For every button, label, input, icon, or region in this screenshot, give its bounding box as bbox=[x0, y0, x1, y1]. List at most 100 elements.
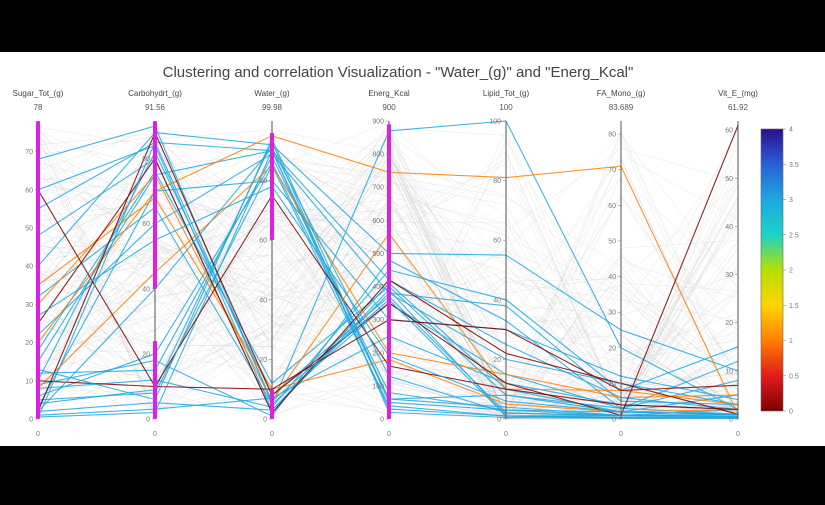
axis-label: Water_(g) bbox=[254, 89, 290, 98]
tick-label: 0 bbox=[29, 417, 33, 424]
tick-label: 80 bbox=[493, 178, 501, 185]
axis-min-label: 0 bbox=[736, 431, 740, 438]
plot-background bbox=[0, 52, 825, 446]
axis-label: Energ_Kcal bbox=[368, 89, 410, 98]
tick-label: 60 bbox=[493, 238, 501, 245]
tick-label: 40 bbox=[608, 274, 616, 281]
tick-label: 0 bbox=[612, 417, 616, 424]
axis-brush[interactable] bbox=[36, 121, 40, 419]
axis-max-label: 91.56 bbox=[145, 103, 166, 112]
tick-label: 70 bbox=[608, 167, 616, 174]
colorbar-tick-label: 0 bbox=[789, 409, 793, 416]
tick-label: 10 bbox=[608, 381, 616, 388]
axes: Sugar_Tot_(g)780010203040506070Carbohydr… bbox=[13, 89, 759, 438]
tick-label: 70 bbox=[25, 149, 33, 156]
colorbar-gradient bbox=[760, 128, 784, 412]
tick-label: 20 bbox=[608, 345, 616, 352]
axis-min-label: 0 bbox=[504, 431, 508, 438]
tick-label: 50 bbox=[25, 225, 33, 232]
tick-label: 80 bbox=[259, 178, 267, 185]
axis-sugar-tot-g: Sugar_Tot_(g) 78 00 10 20 30 40 50 60 70 bbox=[13, 89, 64, 438]
tick-label: 30 bbox=[608, 310, 616, 317]
colorbar-tick-label: 3 bbox=[789, 197, 793, 204]
axis-max-label: 61.92 bbox=[728, 103, 749, 112]
tick-label: 0 bbox=[497, 417, 501, 424]
tick-label: 10 bbox=[25, 378, 33, 385]
colorbar: 0 0.5 1 1.5 2 2.5 3 3.5 4 bbox=[760, 127, 799, 416]
tick-label: 200 bbox=[372, 350, 384, 357]
axis-min-label: 0 bbox=[36, 431, 40, 438]
axis-min-label: 0 bbox=[153, 431, 157, 438]
colorbar-tick-label: 4 bbox=[789, 127, 793, 134]
colorbar-tick-label: 0.5 bbox=[789, 373, 799, 380]
tick-label: 40 bbox=[142, 286, 150, 293]
tick-label: 10 bbox=[725, 368, 733, 375]
tick-label: 60 bbox=[608, 203, 616, 210]
axis-energ-kcal: Energ_Kcal 900 00 100 200 300 400 500 600 700 800 9… bbox=[368, 89, 410, 438]
axis-label: Sugar_Tot_(g) bbox=[13, 89, 64, 98]
axis-min-label: 0 bbox=[619, 431, 623, 438]
axis-min-label: 0 bbox=[387, 431, 391, 438]
tick-label: 40 bbox=[493, 297, 501, 304]
tick-label: 100 bbox=[489, 119, 501, 126]
tick-label: 700 bbox=[372, 185, 384, 192]
axis-max-label: 900 bbox=[382, 103, 396, 112]
axis-max-label: 78 bbox=[34, 103, 43, 112]
tick-label: 0 bbox=[729, 417, 733, 424]
tick-label: 40 bbox=[725, 224, 733, 231]
axis-label: FA_Mono_(g) bbox=[597, 89, 646, 98]
colorbar-tick-label: 1 bbox=[789, 338, 793, 345]
axis-lipid-tot-g: Lipid_Tot_(g) 100 00 20 40 60 80 100 bbox=[483, 89, 530, 438]
axis-max-label: 83.689 bbox=[609, 103, 634, 112]
tick-label: 50 bbox=[725, 176, 733, 183]
tick-label: 30 bbox=[25, 302, 33, 309]
tick-label: 50 bbox=[608, 238, 616, 245]
tick-label: 40 bbox=[25, 264, 33, 271]
tick-label: 20 bbox=[25, 340, 33, 347]
tick-label: 20 bbox=[725, 320, 733, 327]
tick-label: 600 bbox=[372, 218, 384, 225]
colorbar-tick-label: 3.5 bbox=[789, 162, 799, 169]
axis-brush[interactable] bbox=[387, 124, 391, 420]
axis-brush[interactable] bbox=[270, 389, 274, 419]
tick-label: 40 bbox=[259, 297, 267, 304]
axis-label: Lipid_Tot_(g) bbox=[483, 89, 530, 98]
tick-label: 0 bbox=[380, 417, 384, 424]
axis-label: Vit_E_(mg) bbox=[718, 89, 758, 98]
axis-brush[interactable] bbox=[270, 132, 274, 241]
tick-label: 500 bbox=[372, 251, 384, 258]
tick-label: 60 bbox=[725, 128, 733, 135]
axis-fa-mono-g: FA_Mono_(g) 83.689 00 10 20 30 40 50 60 70 80 bbox=[597, 89, 646, 438]
tick-label: 900 bbox=[372, 119, 384, 126]
tick-label: 20 bbox=[142, 351, 150, 358]
chart-title: Clustering and correlation Visualization… bbox=[163, 64, 634, 81]
tick-label: 100 bbox=[372, 383, 384, 390]
tick-label: 60 bbox=[142, 221, 150, 228]
axis-carbohydrt-g: Carbohydrt_(g) 91.56 00 20 40 60 80 bbox=[128, 89, 182, 438]
tick-label: 300 bbox=[372, 317, 384, 324]
tick-label: 60 bbox=[259, 238, 267, 245]
tick-label: 60 bbox=[25, 187, 33, 194]
axis-brush[interactable] bbox=[153, 121, 157, 289]
tick-label: 20 bbox=[259, 357, 267, 364]
axis-brush[interactable] bbox=[153, 340, 157, 419]
tick-label: 80 bbox=[142, 156, 150, 163]
axis-label: Carbohydrt_(g) bbox=[128, 89, 182, 98]
tick-label: 20 bbox=[493, 357, 501, 364]
axis-water-g: Water_(g) 99.98 00 20 40 60 80 bbox=[254, 89, 290, 438]
tick-label: 400 bbox=[372, 284, 384, 291]
tick-label: 800 bbox=[372, 152, 384, 159]
tick-label: 80 bbox=[608, 132, 616, 139]
tick-label: 30 bbox=[725, 272, 733, 279]
colorbar-tick-label: 1.5 bbox=[789, 303, 799, 310]
axis-max-label: 100 bbox=[499, 103, 513, 112]
colorbar-tick-label: 2.5 bbox=[789, 232, 799, 239]
tick-label: 0 bbox=[146, 417, 150, 424]
axis-vit-e-mg: Vit_E_(mg) 61.92 00 10 20 30 40 50 60 bbox=[718, 89, 758, 438]
tick-label: 0 bbox=[263, 417, 267, 424]
axis-max-label: 99.98 bbox=[262, 103, 283, 112]
axis-min-label: 0 bbox=[270, 431, 274, 438]
colorbar-tick-label: 2 bbox=[789, 268, 793, 275]
